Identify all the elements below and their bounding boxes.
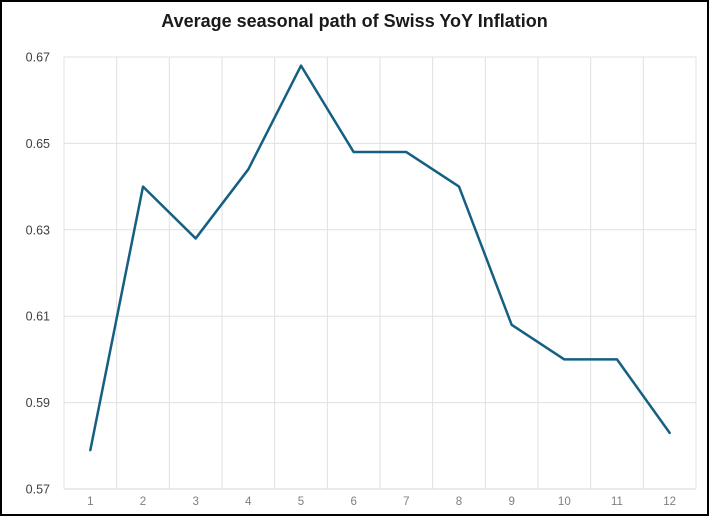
y-tick-label: 0.65	[26, 137, 50, 151]
x-tick-label: 4	[245, 496, 252, 508]
x-tick-label: 2	[140, 496, 146, 508]
x-tick-label: 5	[298, 496, 304, 508]
x-tick-label: 11	[611, 496, 623, 508]
y-tick-label: 0.61	[26, 310, 50, 324]
series-line	[89, 64, 671, 452]
y-tick-label: 0.63	[26, 223, 50, 237]
x-tick-label: 7	[403, 496, 409, 508]
x-tick-label: 1	[87, 496, 93, 508]
y-tick-label: 0.57	[26, 483, 50, 497]
chart-title: Average seasonal path of Swiss YoY Infla…	[161, 11, 548, 31]
x-tick-label: 9	[508, 496, 514, 508]
x-tick-label: 6	[350, 496, 356, 508]
y-tick-label: 0.59	[26, 396, 50, 410]
x-tick-label: 8	[456, 496, 462, 508]
x-tick-label: 10	[558, 496, 571, 508]
x-tick-label: 12	[663, 496, 676, 508]
x-tick-label: 3	[192, 496, 198, 508]
y-tick-label: 0.67	[26, 51, 50, 65]
